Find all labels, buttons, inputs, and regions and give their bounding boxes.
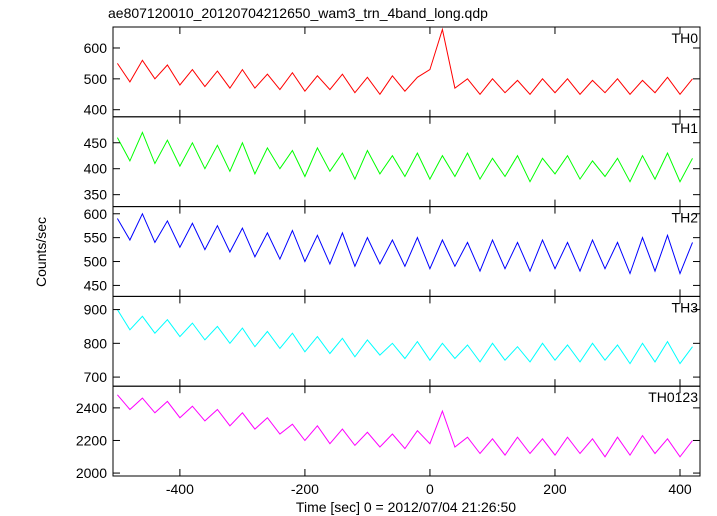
y-tick-label: 550 <box>84 230 108 246</box>
chart-title: ae807120010_20120704212650_wam3_trn_4ban… <box>108 5 488 21</box>
legend-label: TH3 <box>672 299 699 315</box>
legend-label: TH0123 <box>648 389 698 405</box>
series-line <box>117 394 693 458</box>
x-axis-label: Time [sec] 0 = 2012/07/04 21:26:50 <box>296 499 516 515</box>
legend-label: TH2 <box>672 210 699 226</box>
y-tick-label: 900 <box>84 302 108 318</box>
y-tick-label: 2000 <box>76 465 107 481</box>
y-tick-label: 500 <box>84 71 108 87</box>
y-tick-label: 2200 <box>76 432 107 448</box>
y-tick-label: 450 <box>84 135 108 151</box>
x-tick-label: 200 <box>543 481 567 497</box>
y-tick-label: 450 <box>84 277 108 293</box>
y-axis-label: Counts/sec <box>33 217 49 287</box>
panel-frame <box>112 295 701 387</box>
x-tick-label: -400 <box>166 481 194 497</box>
y-tick-label: 400 <box>84 102 108 118</box>
series-line <box>116 309 693 365</box>
y-tick-label: 600 <box>84 206 108 222</box>
series-line <box>116 27 693 96</box>
legend-label: TH0 <box>672 30 699 46</box>
y-tick-label: 800 <box>84 335 108 351</box>
series-line <box>116 131 693 183</box>
y-tick-label: 2400 <box>76 400 107 416</box>
y-tick-label: 400 <box>84 161 108 177</box>
x-tick-label: -200 <box>291 481 319 497</box>
x-tick-label: 0 <box>426 481 434 497</box>
series-line <box>116 212 693 275</box>
y-tick-label: 700 <box>84 369 108 385</box>
legend-label: TH1 <box>672 120 699 136</box>
panel-frame <box>112 26 701 118</box>
y-tick-label: 600 <box>84 40 108 56</box>
x-tick-label: 400 <box>668 481 692 497</box>
y-tick-label: 350 <box>84 187 108 203</box>
panel-frame <box>112 385 701 477</box>
panel-frame <box>112 206 701 297</box>
y-tick-label: 500 <box>84 254 108 270</box>
